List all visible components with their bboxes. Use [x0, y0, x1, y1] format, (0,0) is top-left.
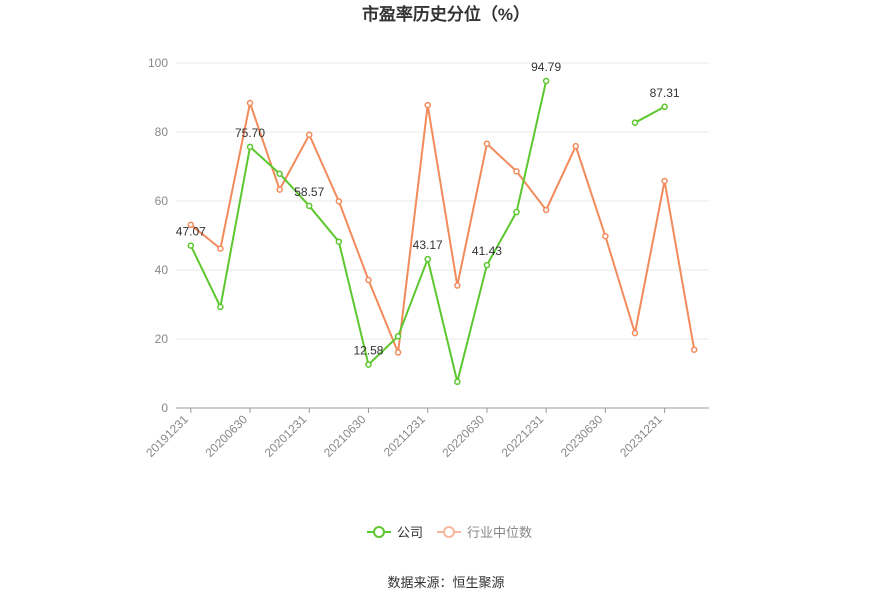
x-tick-label: 20221231 [499, 412, 547, 460]
company-point [394, 332, 402, 340]
industry-point [217, 245, 224, 252]
x-tick-label: 20230630 [558, 412, 606, 460]
industry-point [306, 131, 313, 139]
industry-point [661, 177, 668, 185]
industry-point [454, 282, 461, 289]
company-point [513, 208, 520, 216]
industry-point [602, 232, 609, 240]
industry-point [572, 142, 579, 150]
x-tick-label: 20210630 [321, 412, 369, 460]
x-tick-label: 20220630 [439, 412, 487, 460]
y-tick-label: 60 [155, 194, 169, 208]
company-point [187, 242, 195, 249]
industry-point [276, 186, 283, 193]
x-tick-label: 20231231 [617, 412, 665, 460]
y-tick-label: 40 [155, 263, 169, 277]
company-point [306, 202, 313, 210]
company-point [365, 361, 372, 368]
data-label: 75.70 [235, 126, 265, 140]
data-label: 41.43 [472, 244, 502, 258]
data-label: 43.17 [413, 238, 443, 252]
industry-point [394, 349, 402, 356]
industry-point [424, 101, 431, 109]
legend-industry-label: 行业中位数 [467, 525, 532, 540]
x-tick-label: 20211231 [381, 412, 428, 459]
series-layer [187, 77, 698, 386]
chart-title: 市盈率历史分位（%） [362, 4, 530, 24]
industry-point [246, 99, 254, 107]
industry-point [542, 206, 550, 214]
company-point [542, 77, 550, 85]
x-tick-label: 20191231 [143, 412, 191, 460]
industry-point [335, 198, 343, 205]
y-tick-label: 0 [161, 401, 168, 415]
data-label: 87.31 [650, 86, 680, 100]
industry-point [365, 276, 372, 284]
company-point [246, 143, 254, 151]
x-tick-label: 20200630 [202, 412, 250, 460]
industry-line [190, 99, 696, 357]
legend-company-label: 公司 [397, 525, 423, 540]
data-labels: 47.07 75.70 58.57 12.58 43.17 41.43 94.79 87.31 [176, 60, 680, 358]
source-note: 数据来源：恒生聚源 [387, 575, 504, 590]
company-point [424, 255, 431, 263]
data-label: 58.57 [294, 185, 324, 199]
legend-industry-marker [443, 526, 455, 538]
company-point [483, 261, 491, 269]
industry-point [483, 140, 491, 147]
x-tick-label: 20201231 [262, 412, 310, 460]
legend: 公司 行业中位数 [367, 525, 532, 540]
industry-point [513, 168, 520, 175]
x-axis: 20191231 20200630 20201231 20210630 20211231… [143, 407, 709, 460]
data-label: 12.58 [353, 344, 383, 358]
company-point [335, 238, 343, 245]
company-point [217, 303, 224, 311]
data-label: 47.07 [176, 225, 206, 239]
company-point [454, 378, 461, 386]
data-label: 94.79 [531, 60, 561, 74]
industry-point [187, 221, 195, 229]
company-point [276, 170, 283, 177]
y-tick-label: 80 [155, 125, 169, 139]
legend-company-marker [373, 526, 385, 538]
industry-point [631, 329, 639, 337]
y-tick-label: 100 [148, 56, 168, 70]
company-point [661, 103, 668, 111]
company-point [631, 119, 639, 126]
y-axis-ticks: 0 20 40 60 80 100 [148, 56, 168, 415]
company-line [634, 105, 666, 124]
industry-point [690, 346, 698, 353]
y-tick-label: 20 [155, 332, 169, 346]
